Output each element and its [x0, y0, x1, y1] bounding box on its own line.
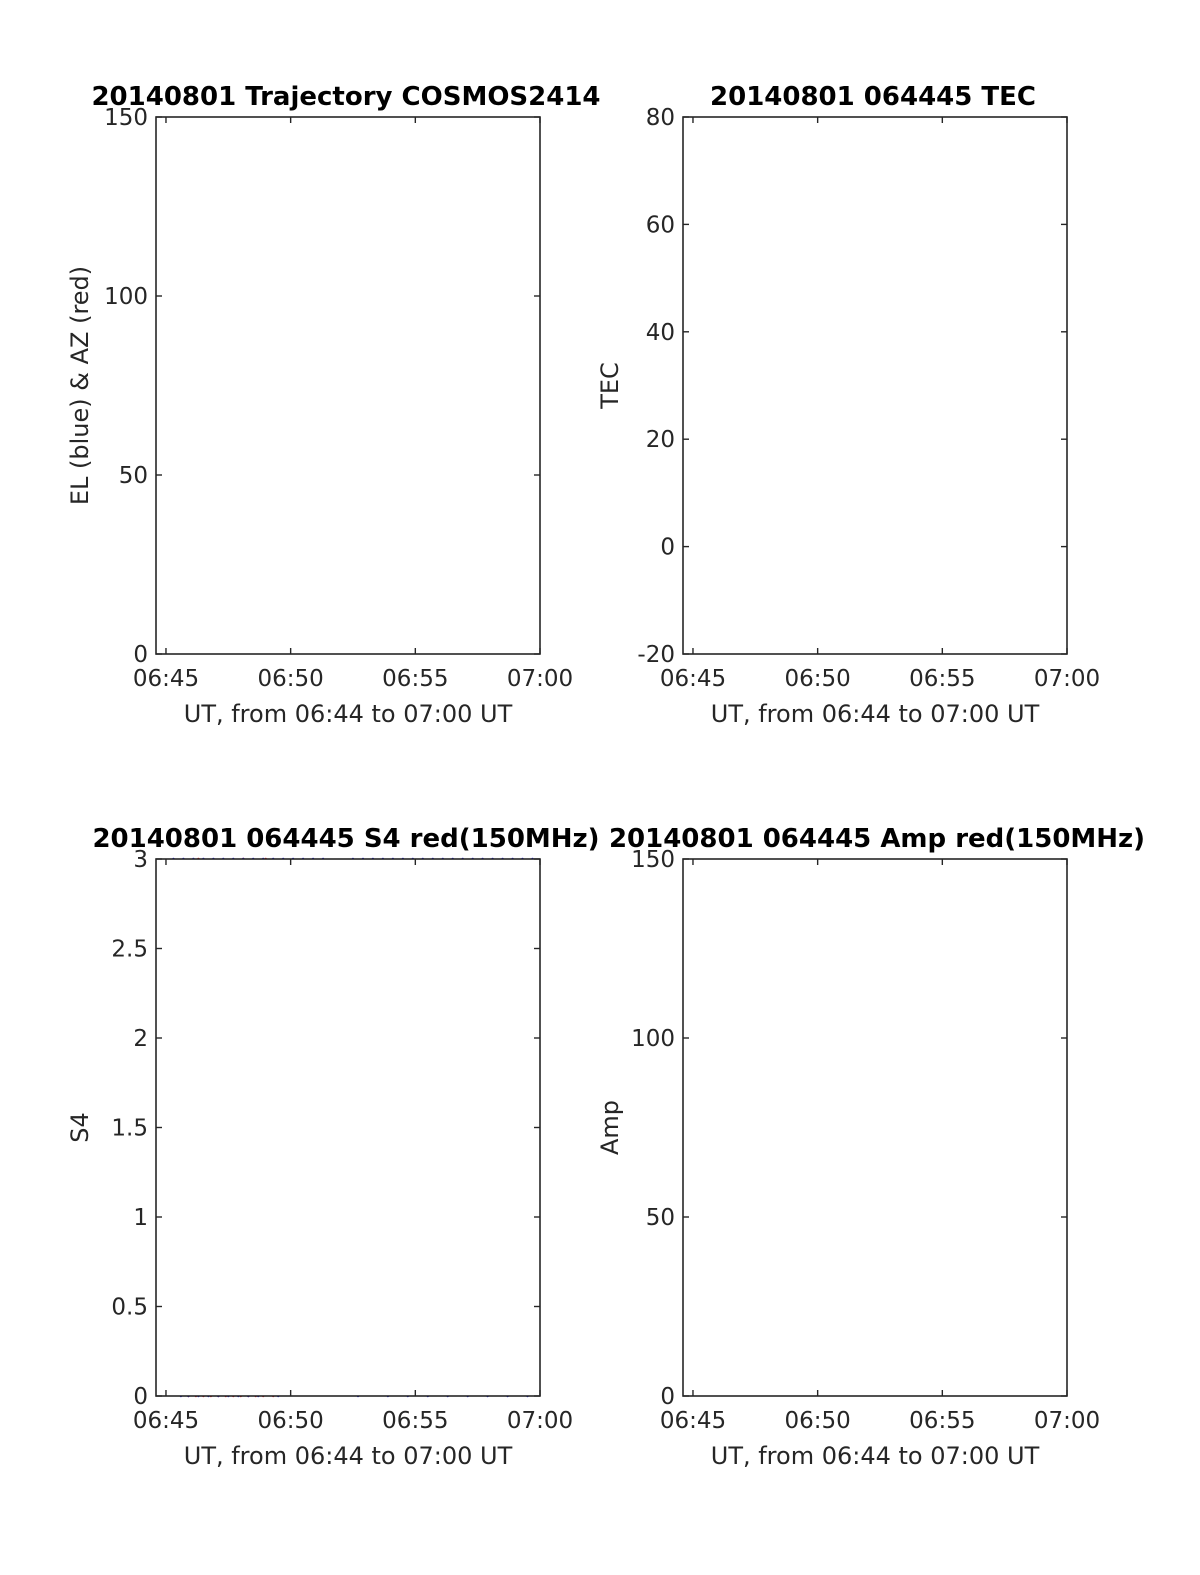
- y-tick-label: 1.5: [111, 1116, 148, 1142]
- chart-panel-3: 06:45 06:50 06:55 07:00 0 0.5 1 1.5 2 2.5 32014080…: [66, 824, 600, 1470]
- x-tick-label: 06:45: [660, 666, 726, 692]
- y-tick-label: 3: [133, 847, 148, 873]
- y-tick-label: 2: [133, 1026, 148, 1052]
- x-axis-label: UT, from 06:44 to 07:00 UT: [711, 700, 1040, 728]
- x-axis-label: UT, from 06:44 to 07:00 UT: [711, 1442, 1040, 1470]
- chart-title: 20140801 Trajectory COSMOS2414: [91, 82, 600, 112]
- chart-title: 20140801 064445 Amp red(150MHz): [609, 824, 1145, 854]
- x-tick-label: 07:00: [507, 666, 573, 692]
- x-tick-label: 06:50: [258, 666, 324, 692]
- y-tick-label: 0: [133, 642, 148, 668]
- axes-frame: [155, 858, 541, 1397]
- x-tick-label: 07:00: [1034, 1408, 1100, 1434]
- y-axis-label: EL (blue) & AZ (red): [66, 266, 94, 505]
- y-tick-label: 100: [104, 284, 148, 310]
- x-tick-label: 06:55: [382, 666, 448, 692]
- y-axis-label: Amp: [596, 1100, 624, 1155]
- y-axis-label: TEC: [596, 362, 624, 410]
- axes-frame: [682, 116, 1068, 655]
- y-tick-label: 60: [646, 212, 675, 238]
- y-tick-label: 100: [631, 1026, 675, 1052]
- y-tick-label: 40: [646, 320, 675, 346]
- x-tick-label: 06:45: [133, 1408, 199, 1434]
- y-tick-label: 20: [646, 427, 675, 453]
- chart-title: 20140801 064445 TEC: [710, 82, 1036, 112]
- chart-panel-2: 06:45 06:50 06:55 07:00 -20 0 20 40 60 80 20140801…: [596, 82, 1100, 728]
- y-tick-label: 50: [119, 463, 148, 489]
- y-tick-label: 150: [104, 105, 148, 131]
- y-tick-label: -20: [637, 642, 675, 668]
- x-tick-label: 06:45: [133, 666, 199, 692]
- x-tick-label: 07:00: [507, 1408, 573, 1434]
- x-axis-label: UT, from 06:44 to 07:00 UT: [184, 700, 513, 728]
- x-axis-label: UT, from 06:44 to 07:00 UT: [184, 1442, 513, 1470]
- y-tick-label: 1: [133, 1205, 148, 1231]
- y-tick-label: 50: [646, 1205, 675, 1231]
- x-tick-label: 06:45: [660, 1408, 726, 1434]
- y-tick-label: 0.5: [111, 1295, 148, 1321]
- axes-frame: [155, 116, 541, 655]
- chart-title: 20140801 064445 S4 red(150MHz): [92, 824, 599, 854]
- x-tick-label: 06:50: [785, 1408, 851, 1434]
- y-tick-label: 0: [133, 1384, 148, 1410]
- x-tick-label: 06:50: [258, 1408, 324, 1434]
- x-tick-label: 06:55: [382, 1408, 448, 1434]
- y-tick-label: 80: [646, 105, 675, 131]
- y-tick-label: 2.5: [111, 937, 148, 963]
- x-tick-label: 07:00: [1034, 666, 1100, 692]
- x-tick-label: 06:55: [909, 1408, 975, 1434]
- y-tick-label: 0: [660, 1384, 675, 1410]
- y-axis-label: S4: [66, 1112, 94, 1143]
- y-tick-label: 0: [660, 535, 675, 561]
- y-tick-label: 150: [631, 847, 675, 873]
- axes-frame: [682, 858, 1068, 1397]
- x-tick-label: 06:50: [785, 666, 851, 692]
- x-tick-label: 06:55: [909, 666, 975, 692]
